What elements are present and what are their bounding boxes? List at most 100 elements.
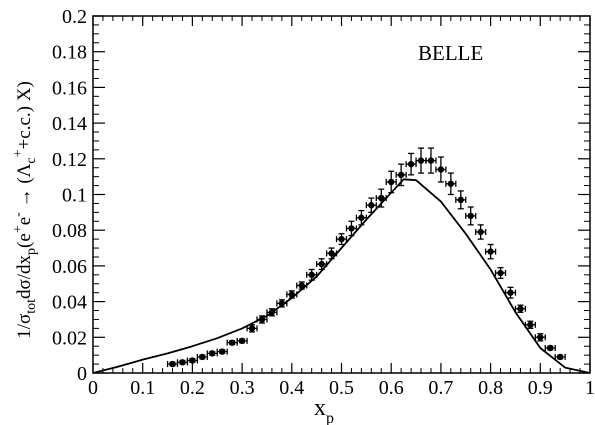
data-point <box>524 320 536 330</box>
data-point <box>504 286 517 299</box>
x-ticks: 0 0.1 0.2 0.3 0.4 0.5 0.6 0.7 0.8 0.9 1 <box>88 16 595 399</box>
data-marker <box>477 228 484 236</box>
data-marker <box>547 344 554 352</box>
data-marker <box>238 337 246 345</box>
data-point <box>206 350 218 357</box>
data-point <box>166 360 179 368</box>
y-ticks: 0 0.02 0.04 0.06 0.08 0.1 0.12 0.14 0.16 0.18 0.2 <box>52 6 590 385</box>
data-marker <box>388 178 395 186</box>
y-label-part: e <box>14 217 35 225</box>
theory-curve <box>92 178 591 374</box>
data-marker <box>417 157 425 164</box>
data-point <box>276 299 288 308</box>
x-tick-label: 0.2 <box>180 377 205 399</box>
data-point <box>534 333 546 342</box>
data-marker <box>457 196 464 204</box>
data-point <box>196 353 208 361</box>
data-point <box>435 156 447 183</box>
data-point <box>246 324 258 333</box>
data-points <box>166 147 566 368</box>
data-point <box>236 337 248 345</box>
y-tick-label: 0.12 <box>52 149 87 171</box>
data-point <box>554 353 566 361</box>
data-marker <box>397 171 405 179</box>
data-marker <box>407 160 415 168</box>
y-label-part: +c.c.) X) <box>14 81 35 149</box>
data-marker <box>179 359 186 366</box>
x-tick-label: 0 <box>88 377 98 399</box>
y-tick-label: 0.08 <box>52 220 87 242</box>
x-tick-label: 0.5 <box>329 377 354 399</box>
y-label-part: (e <box>14 233 35 248</box>
data-point <box>355 209 368 226</box>
data-point <box>395 163 407 187</box>
data-point <box>484 243 497 260</box>
x-tick-label: 0.6 <box>379 377 404 399</box>
data-point <box>455 190 467 210</box>
y-label-part: 1/σ <box>14 314 35 339</box>
data-point <box>226 339 238 346</box>
data-marker <box>318 260 325 268</box>
data-point <box>266 308 278 317</box>
data-marker <box>368 202 375 209</box>
data-marker <box>278 300 286 307</box>
data-marker <box>248 325 256 332</box>
y-tick-label: 0.02 <box>52 327 87 349</box>
data-point <box>415 147 427 174</box>
data-point <box>176 359 189 366</box>
y-tick-label: 0.04 <box>52 292 87 314</box>
theory-curve-line <box>92 178 591 374</box>
y-tick-label: 0.14 <box>52 113 87 135</box>
y-tick-label: 0.1 <box>62 185 87 207</box>
data-marker <box>447 180 455 187</box>
x-tick-label: 0.8 <box>478 377 503 399</box>
data-point <box>445 172 457 196</box>
y-tick-label: 0.18 <box>52 42 87 64</box>
data-point <box>465 206 477 226</box>
data-point <box>256 315 268 324</box>
x-tick-label: 0.3 <box>230 377 255 399</box>
x-tick-label: 1 <box>585 377 595 399</box>
data-marker <box>487 248 494 255</box>
data-marker <box>497 269 504 277</box>
data-marker <box>288 291 295 298</box>
plot-frame <box>92 15 591 374</box>
x-tick-label: 0.7 <box>428 377 453 399</box>
data-marker <box>298 282 305 289</box>
data-marker <box>537 334 544 341</box>
y-tick-label: 0.06 <box>52 256 87 278</box>
x-tick-label: 0.1 <box>130 377 155 399</box>
x-tick-label: 0.4 <box>279 377 304 399</box>
y-tick-label: 0 <box>77 363 87 385</box>
data-marker <box>308 271 315 279</box>
data-marker <box>228 339 236 346</box>
data-point <box>306 268 318 281</box>
data-point <box>544 344 556 352</box>
data-marker <box>467 212 474 220</box>
data-point <box>375 188 387 208</box>
belle-annotation: BELLE <box>418 41 483 65</box>
data-marker <box>209 350 216 357</box>
y-tick-label: 0.2 <box>62 6 87 28</box>
data-marker <box>328 250 335 257</box>
data-point <box>425 147 437 174</box>
data-marker <box>219 348 226 355</box>
data-point <box>514 304 527 313</box>
data-marker <box>507 289 514 296</box>
y-label-sup: + <box>11 225 26 233</box>
data-point <box>325 247 338 260</box>
data-point <box>475 224 487 240</box>
y-label-part: → (Λ <box>14 163 35 212</box>
data-marker <box>268 309 276 316</box>
data-point <box>216 348 228 355</box>
y-tick-label: 0.16 <box>52 77 87 99</box>
y-label-sup: - <box>11 212 26 217</box>
x-tick-label: 0.9 <box>528 377 553 399</box>
data-point <box>385 170 397 194</box>
x-axis-label-sub: p <box>326 410 334 425</box>
data-marker <box>527 321 534 329</box>
data-point <box>365 197 377 214</box>
y-label-sub: c <box>24 157 39 163</box>
y-axis-label: 1/σtotdσ/dxp(e+e- → (Λc++c.c.) X) <box>11 81 39 339</box>
